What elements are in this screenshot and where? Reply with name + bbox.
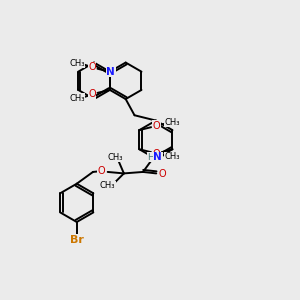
Text: O: O	[98, 166, 106, 176]
Text: O: O	[158, 169, 166, 179]
Text: H: H	[147, 153, 154, 162]
Text: CH₃: CH₃	[108, 153, 123, 162]
Text: Br: Br	[70, 235, 84, 245]
Text: CH₃: CH₃	[100, 181, 116, 190]
Text: O: O	[88, 62, 96, 72]
Text: CH₃: CH₃	[164, 118, 180, 127]
Text: N: N	[153, 152, 162, 162]
Text: CH₃: CH₃	[164, 152, 180, 161]
Text: O: O	[88, 89, 96, 99]
Text: N: N	[106, 67, 115, 77]
Text: O: O	[153, 121, 160, 131]
Text: CH₃: CH₃	[69, 94, 85, 103]
Text: CH₃: CH₃	[69, 59, 85, 68]
Text: O: O	[153, 149, 160, 159]
